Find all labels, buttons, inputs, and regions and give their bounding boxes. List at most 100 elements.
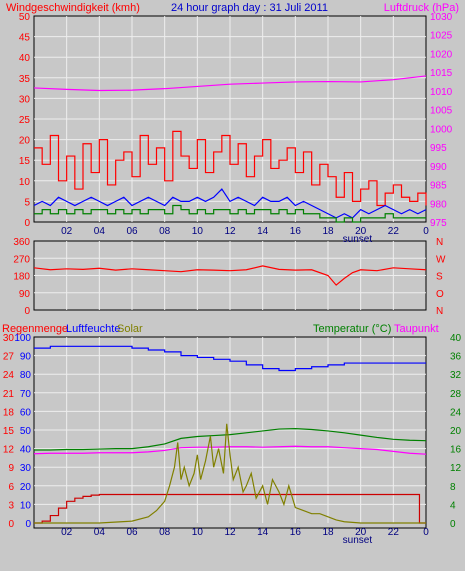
temperature-tick-label: 20 — [450, 426, 462, 437]
wind-speed-tick-label: 5 — [24, 197, 30, 208]
temperature-axis-label: Temperatur (°C) — [313, 323, 391, 335]
temperature-tick-label: 40 — [450, 333, 462, 344]
direction-degree-tick-label: 360 — [13, 237, 30, 248]
time-tick-label: 08 — [159, 527, 171, 538]
wind-speed-tick-label: 40 — [19, 53, 31, 64]
direction-compass-tick-label: S — [436, 272, 443, 283]
pressure-tick-label: 990 — [430, 162, 447, 173]
temperature-tick-label: 32 — [450, 370, 462, 381]
rain-tick-label: 30 — [3, 333, 15, 344]
temperature-tick-label: 0 — [450, 519, 456, 530]
series-line-luftdruck — [33, 75, 427, 92]
direction-degree-tick-label: 0 — [24, 306, 30, 317]
rain-axis-label: Regenmenge — [2, 323, 68, 335]
rain-tick-label: 0 — [8, 519, 14, 530]
time-tick-label: 06 — [126, 226, 138, 237]
time-tick-label: 18 — [322, 226, 334, 237]
pressure-tick-label: 980 — [430, 199, 447, 210]
humidity-tick-label: 20 — [20, 482, 32, 493]
humidity-tick-label: 100 — [14, 333, 31, 344]
time-tick-label: 06 — [126, 527, 138, 538]
direction-compass-tick-label: N — [436, 237, 443, 248]
temperature-tick-label: 36 — [450, 352, 462, 363]
pressure-tick-label: 1000 — [430, 124, 453, 135]
pressure-tick-label: 1015 — [430, 68, 453, 79]
pressure-tick-label: 1010 — [430, 87, 453, 98]
temperature-tick-label: 28 — [450, 389, 462, 400]
rain-tick-label: 24 — [3, 370, 15, 381]
temperature-tick-label: 12 — [450, 463, 462, 474]
pressure-tick-label: 1030 — [430, 12, 453, 23]
direction-compass-tick-label: O — [436, 289, 444, 300]
chart-title: 24 hour graph day : 31 Juli 2011 — [171, 2, 328, 14]
pressure-tick-label: 985 — [430, 181, 447, 192]
humidity-axis-label: Luftfeuchte — [66, 323, 120, 335]
wind-speed-tick-label: 20 — [19, 136, 31, 147]
time-tick-label: 04 — [94, 527, 106, 538]
humidity-tick-label: 0 — [25, 519, 31, 530]
series-line-windgeschwindigkeit — [33, 188, 427, 219]
time-tick-label: 20 — [355, 226, 367, 237]
time-tick-label: 04 — [94, 226, 106, 237]
time-tick-label: 14 — [257, 226, 269, 237]
rain-tick-label: 27 — [3, 352, 15, 363]
series-line-solar — [34, 423, 426, 524]
series-line-temperatur — [34, 428, 427, 451]
rain-tick-label: 21 — [3, 389, 15, 400]
temperature-tick-label: 16 — [450, 445, 462, 456]
time-tick-label: 22 — [388, 226, 400, 237]
humidity-tick-label: 60 — [20, 407, 32, 418]
rain-tick-label: 9 — [8, 463, 14, 474]
wind-speed-tick-label: 25 — [19, 115, 31, 126]
humidity-tick-label: 40 — [20, 445, 32, 456]
direction-degree-tick-label: 270 — [13, 254, 30, 265]
wind-speed-tick-label: 0 — [24, 218, 30, 229]
series-line-windb-en — [34, 130, 427, 207]
time-tick-label: 02 — [61, 527, 73, 538]
humidity-tick-label: 30 — [20, 463, 32, 474]
wind-axis-label: Windgeschwindigkeit (kmh) — [6, 2, 140, 14]
pressure-tick-label: 1020 — [430, 49, 453, 60]
direction-degree-tick-label: 180 — [13, 272, 30, 283]
direction-compass-tick-label: W — [436, 254, 446, 265]
time-tick-label: 12 — [224, 527, 236, 538]
rain-tick-label: 12 — [3, 445, 15, 456]
chart-marks: 0510152025303540455097598098599099510001… — [3, 12, 462, 546]
humidity-tick-label: 90 — [20, 352, 32, 363]
series-line-regenmenge — [34, 493, 426, 524]
time-tick-label: 0 — [423, 226, 429, 237]
humidity-tick-label: 80 — [20, 370, 32, 381]
pressure-tick-label: 1025 — [430, 31, 453, 42]
pressure-tick-label: 1005 — [430, 106, 453, 117]
time-tick-label: 0 — [423, 527, 429, 538]
dewpoint-axis-label: Taupunkt — [394, 323, 439, 335]
time-tick-label: 02 — [61, 226, 73, 237]
wind-speed-tick-label: 15 — [19, 156, 31, 167]
pressure-tick-label: 995 — [430, 143, 447, 154]
sunset-label: sunset — [343, 234, 373, 245]
humidity-tick-label: 70 — [20, 389, 32, 400]
wind-speed-tick-label: 45 — [19, 33, 31, 44]
series-line-wind-direction — [33, 265, 427, 286]
time-tick-label: 14 — [257, 527, 269, 538]
direction-degree-tick-label: 90 — [19, 289, 31, 300]
direction-compass-tick-label: N — [436, 306, 443, 317]
time-tick-label: 12 — [224, 226, 236, 237]
series-line-luftfeuchte — [34, 345, 426, 372]
time-tick-label: 16 — [290, 527, 302, 538]
temperature-tick-label: 24 — [450, 407, 462, 418]
wind-speed-tick-label: 35 — [19, 74, 31, 85]
humidity-tick-label: 50 — [20, 426, 32, 437]
solar-axis-label: Solar — [117, 323, 143, 335]
wind-speed-tick-label: 10 — [19, 177, 31, 188]
wind-speed-tick-label: 50 — [19, 12, 31, 23]
sunset-label: sunset — [343, 535, 373, 546]
rain-tick-label: 6 — [8, 482, 14, 493]
humidity-tick-label: 10 — [20, 500, 32, 511]
pressure-tick-label: 975 — [430, 218, 447, 229]
rain-tick-label: 3 — [8, 500, 14, 511]
series-line-windrichtung-mittel — [34, 204, 426, 223]
time-tick-label: 10 — [192, 226, 204, 237]
